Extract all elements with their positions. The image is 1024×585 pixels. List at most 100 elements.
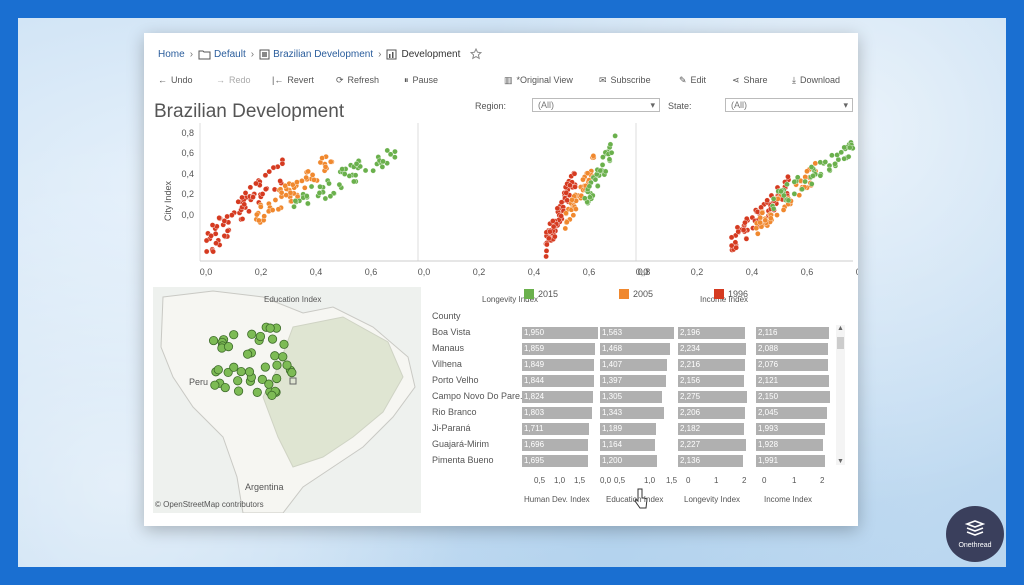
index-bar[interactable]: 1,950 <box>522 327 598 339</box>
scatter-point[interactable] <box>292 198 299 204</box>
scatter-point[interactable] <box>732 239 739 246</box>
scatter-point[interactable] <box>550 223 557 230</box>
index-bar[interactable]: 1,991 <box>756 455 825 467</box>
index-bar[interactable]: 1,164 <box>600 439 655 451</box>
index-bar[interactable]: 1,696 <box>522 439 588 451</box>
scatter-point[interactable] <box>317 183 323 190</box>
scatter-point[interactable] <box>287 189 294 196</box>
scatter-point[interactable] <box>272 197 279 203</box>
scatter-point[interactable] <box>384 147 391 154</box>
map-point[interactable] <box>287 368 297 378</box>
index-bar[interactable]: 2,045 <box>756 407 827 419</box>
table-row[interactable]: Manaus 1,859 1,468 2,234 2,088 <box>426 341 856 357</box>
index-bar[interactable]: 1,803 <box>522 407 592 419</box>
scatter-point[interactable] <box>564 219 570 225</box>
scatter-point[interactable] <box>352 172 359 178</box>
scatter-point[interactable] <box>571 170 578 177</box>
index-bar[interactable]: 2,275 <box>678 391 747 403</box>
scatter-point[interactable] <box>221 218 228 224</box>
scatter-point[interactable] <box>570 212 577 218</box>
scatter-point[interactable] <box>262 172 269 179</box>
scatter-point[interactable] <box>545 235 552 242</box>
scatter-point[interactable] <box>239 194 245 201</box>
map-point[interactable] <box>243 349 253 359</box>
scatter-point[interactable] <box>266 168 273 175</box>
scatter-point[interactable] <box>590 153 597 159</box>
scatter-point[interactable] <box>550 218 556 224</box>
scatter-point[interactable] <box>808 164 815 170</box>
breadcrumb-workbook[interactable]: Brazilian Development <box>273 48 374 60</box>
scatter-point[interactable] <box>759 209 766 216</box>
subscribe-button[interactable]: ✉ Subscribe <box>599 71 651 89</box>
scatter-point[interactable] <box>597 167 604 174</box>
index-bar[interactable]: 2,196 <box>678 327 745 339</box>
scatter-point[interactable] <box>256 217 262 224</box>
scatter-point[interactable] <box>362 167 369 174</box>
scatter-point[interactable] <box>581 195 588 202</box>
scatter-point[interactable] <box>239 216 246 222</box>
region-dropdown[interactable]: (All) <box>532 98 660 112</box>
scatter-point[interactable] <box>740 227 747 233</box>
index-bar[interactable]: 1,468 <box>600 343 670 355</box>
scatter-point[interactable] <box>780 207 787 213</box>
scatter-point[interactable] <box>270 164 277 171</box>
scatter-point[interactable] <box>762 217 769 224</box>
scatter-point[interactable] <box>784 181 790 188</box>
scatter-point[interactable] <box>791 191 798 197</box>
map-point[interactable] <box>264 379 274 389</box>
table-row[interactable]: Campo Novo Do Pare.. 1,824 1,305 2,275 2,150 <box>426 389 856 405</box>
table-row[interactable]: Guajará-Mirim 1,696 1,164 2,227 1,928 <box>426 437 856 453</box>
scatter-point[interactable] <box>253 180 259 187</box>
scatter-point[interactable] <box>212 230 219 237</box>
scatter-point[interactable] <box>269 207 276 213</box>
scatter-point[interactable] <box>757 219 763 226</box>
index-bar[interactable]: 1,407 <box>600 359 667 371</box>
map[interactable]: Peru Argentina <box>153 287 421 513</box>
index-bar[interactable]: 1,844 <box>522 375 594 387</box>
scatter-point[interactable] <box>327 193 334 200</box>
scatter-point[interactable] <box>309 172 316 178</box>
scatter-point[interactable] <box>304 193 310 199</box>
scatter-point[interactable] <box>203 248 210 255</box>
scatter-point[interactable] <box>339 166 345 172</box>
scatter-point[interactable] <box>764 197 770 204</box>
scatter-point[interactable] <box>294 179 300 185</box>
scatter-point[interactable] <box>755 230 761 237</box>
refresh-button[interactable]: ⟳ Refresh <box>336 71 379 89</box>
scatter-point[interactable] <box>216 215 222 221</box>
table-row[interactable]: Porto Velho 1,844 1,397 2,156 2,121 <box>426 373 856 389</box>
scatter-point[interactable] <box>791 179 798 185</box>
index-bar[interactable]: 1,711 <box>522 423 589 435</box>
scatter-point[interactable] <box>808 181 815 187</box>
column-header[interactable]: Income Index <box>764 495 813 504</box>
scatter-point[interactable] <box>289 181 296 188</box>
original-view-button[interactable]: ▥ *Original View <box>504 71 573 89</box>
map-point[interactable] <box>223 342 234 352</box>
scatter-point[interactable] <box>277 178 283 184</box>
table-row[interactable]: Pimenta Bueno 1,695 1,200 2,136 1,991 <box>426 453 856 469</box>
index-bar[interactable]: 2,182 <box>678 423 744 435</box>
scatter-point[interactable] <box>829 152 835 159</box>
scatter-point[interactable] <box>259 191 266 197</box>
state-dropdown[interactable]: (All) <box>725 98 853 112</box>
index-bar[interactable]: 2,206 <box>678 407 745 419</box>
legend-item[interactable]: 1996 <box>714 289 748 299</box>
undo-button[interactable]: ← Undo <box>158 71 193 89</box>
scatter-point[interactable] <box>733 244 739 251</box>
index-bar[interactable]: 1,695 <box>522 455 588 467</box>
scatter-point[interactable] <box>841 144 848 151</box>
map-point[interactable] <box>229 362 239 372</box>
scatter-point[interactable] <box>278 189 285 196</box>
scatter-point[interactable] <box>275 206 282 213</box>
map-point[interactable] <box>282 360 292 370</box>
map-point[interactable] <box>233 386 244 396</box>
scatter-point[interactable] <box>569 197 575 203</box>
map-point[interactable] <box>257 374 267 384</box>
index-bar[interactable]: 2,216 <box>678 359 745 371</box>
scatter-point[interactable] <box>299 178 305 184</box>
map-point[interactable] <box>247 329 257 339</box>
map-point[interactable] <box>233 376 243 386</box>
map-point[interactable] <box>236 366 246 377</box>
scatter-point[interactable] <box>599 162 606 168</box>
table-row[interactable]: Boa Vista 1,950 1,563 2,196 2,116 <box>426 325 856 341</box>
